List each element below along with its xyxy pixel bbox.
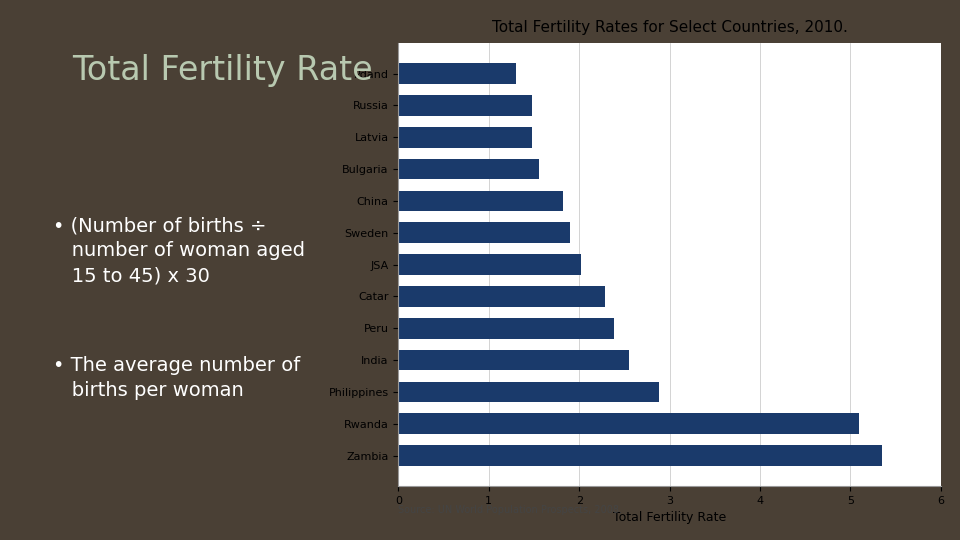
Text: • The average number of
   births per woman: • The average number of births per woman <box>53 356 300 400</box>
Bar <box>398 286 605 307</box>
Bar <box>398 63 516 84</box>
Bar <box>398 382 659 402</box>
Title: Total Fertility Rates for Select Countries, 2010.: Total Fertility Rates for Select Countri… <box>492 20 848 35</box>
Bar <box>398 413 859 434</box>
Bar <box>398 159 539 179</box>
Bar <box>398 191 563 211</box>
Bar <box>398 318 613 339</box>
Bar <box>398 254 581 275</box>
X-axis label: Total Fertility Rate: Total Fertility Rate <box>613 511 726 524</box>
Text: Source: UN World Population Prospects, 2008.: Source: UN World Population Prospects, 2… <box>398 505 622 515</box>
Bar <box>398 95 532 116</box>
Bar <box>398 445 882 466</box>
Bar <box>398 350 629 370</box>
Text: Total Fertility Rate: Total Fertility Rate <box>72 54 372 87</box>
Bar <box>398 127 532 147</box>
Text: • (Number of births ÷
   number of woman aged
   15 to 45) x 30: • (Number of births ÷ number of woman ag… <box>53 216 305 285</box>
Bar <box>398 222 570 243</box>
